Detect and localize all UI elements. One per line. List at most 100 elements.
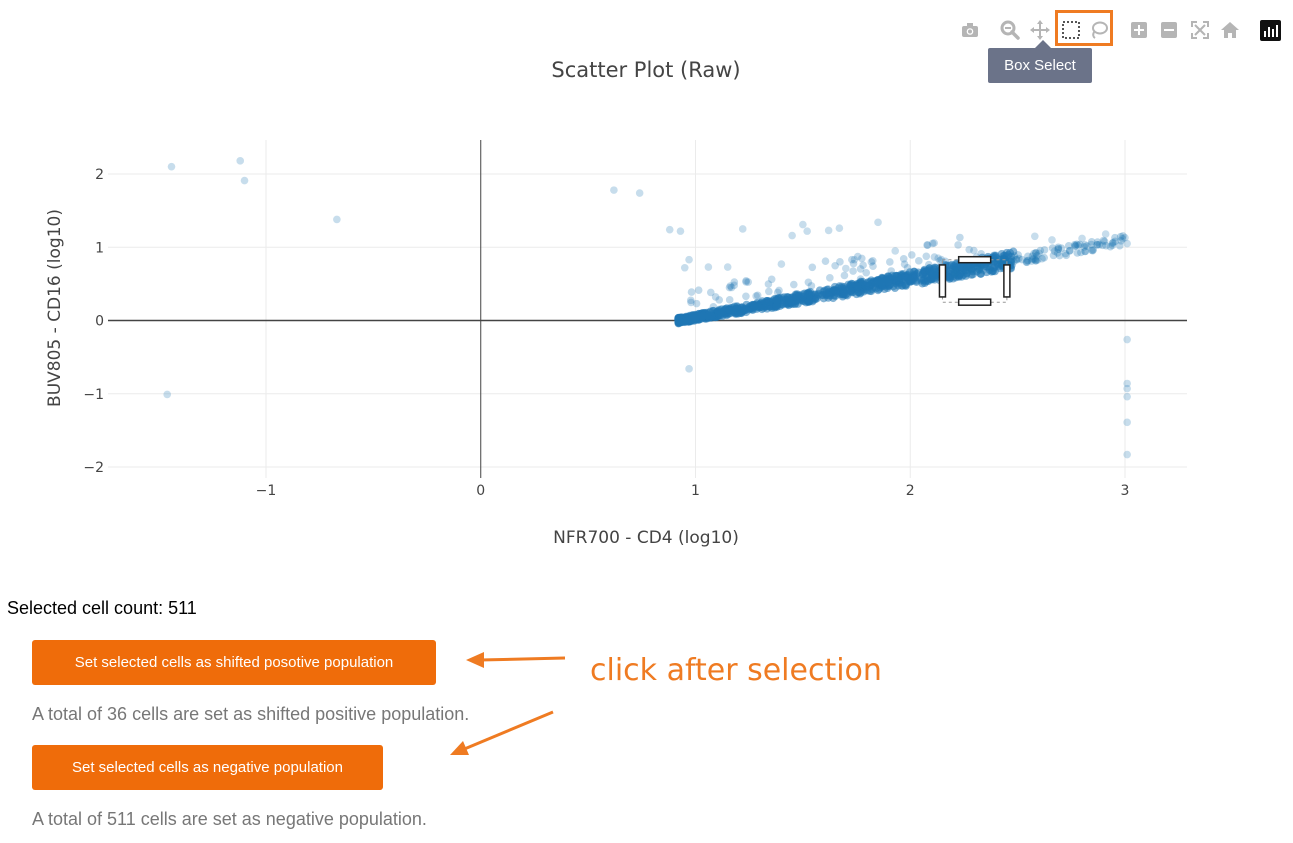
x-axis-label: NFR700 - CD4 (log10) bbox=[553, 528, 739, 548]
scatter-point bbox=[1109, 238, 1117, 247]
scatter-point bbox=[706, 288, 715, 297]
scatter-point bbox=[764, 297, 773, 306]
scatter-point bbox=[998, 254, 1006, 263]
reset-axes-icon[interactable] bbox=[1217, 16, 1243, 44]
scatter-point bbox=[1106, 242, 1115, 251]
scatter-point bbox=[963, 263, 972, 271]
scatter-point bbox=[1015, 254, 1023, 263]
scatter-point bbox=[974, 265, 983, 273]
scatter-point bbox=[236, 157, 245, 165]
scatter-point bbox=[775, 286, 783, 295]
lasso-select-icon[interactable] bbox=[1086, 16, 1112, 44]
scatter-point bbox=[1002, 258, 1011, 266]
scatter-point bbox=[1032, 248, 1040, 257]
scatter-point bbox=[999, 255, 1008, 263]
scatter-point bbox=[1118, 234, 1127, 243]
selection-handle[interactable] bbox=[938, 264, 947, 298]
arrow-to-shifted-button bbox=[466, 652, 566, 668]
scatter-point bbox=[1081, 247, 1090, 256]
selection-handle[interactable] bbox=[957, 298, 992, 306]
scatter-point bbox=[804, 291, 813, 300]
selection-handle[interactable] bbox=[1003, 264, 1011, 298]
scatter-point bbox=[835, 224, 844, 233]
scatter-point bbox=[610, 186, 618, 194]
plotly-logo[interactable] bbox=[1260, 20, 1281, 41]
scatter-point bbox=[1007, 258, 1016, 266]
scatter-point bbox=[977, 261, 986, 270]
scatter-point bbox=[1073, 240, 1081, 249]
box-select-highlight bbox=[1055, 10, 1113, 46]
scatter-plot[interactable]: −1 0 1 2 3 −2 −1 0 1 2 Scatter Plot (Raw) NFR700 … bbox=[0, 0, 1293, 580]
autoscale-icon[interactable] bbox=[1187, 16, 1213, 44]
annotation-text: click after selection bbox=[590, 653, 882, 688]
box-select-icon[interactable] bbox=[1058, 16, 1084, 44]
scatter-point bbox=[837, 282, 846, 291]
scatter-point bbox=[1070, 240, 1079, 249]
camera-icon[interactable] bbox=[957, 16, 983, 44]
scatter-point bbox=[1002, 252, 1011, 261]
scatter-point bbox=[951, 268, 960, 276]
scatter-point bbox=[1089, 246, 1098, 254]
scatter-point bbox=[986, 262, 995, 271]
scatter-point bbox=[996, 260, 1005, 269]
scatter-point bbox=[1108, 239, 1117, 248]
scatter-point bbox=[798, 292, 807, 301]
zoom-in-icon[interactable] bbox=[1126, 16, 1152, 44]
scatter-point bbox=[726, 282, 735, 290]
scatter-point bbox=[957, 272, 966, 281]
scatter-point bbox=[898, 281, 907, 290]
scatter-point bbox=[1027, 257, 1036, 265]
plot-modebar bbox=[955, 10, 1285, 46]
scatter-point bbox=[703, 311, 712, 320]
scatter-point bbox=[1028, 255, 1037, 263]
scatter-point bbox=[1074, 241, 1082, 250]
pan-icon[interactable] bbox=[1027, 16, 1053, 44]
scatter-point bbox=[738, 225, 747, 233]
plot-svg[interactable]: −1 0 1 2 3 −2 −1 0 1 2 Scatter Plot (Raw) NFR700 … bbox=[0, 0, 1293, 580]
zoom-icon[interactable] bbox=[997, 16, 1023, 44]
scatter-point bbox=[767, 275, 776, 284]
scatter-point bbox=[1014, 251, 1022, 259]
scatter-point bbox=[1040, 253, 1048, 262]
scatter-point bbox=[1030, 249, 1038, 258]
scatter-point bbox=[946, 274, 955, 283]
zoom-out-icon[interactable] bbox=[1156, 16, 1182, 44]
scatter-point bbox=[680, 263, 689, 272]
scatter-point bbox=[970, 246, 978, 255]
scatter-point bbox=[1035, 249, 1043, 258]
selection-handle[interactable] bbox=[957, 255, 992, 264]
scatter-point bbox=[765, 287, 773, 296]
scatter-point bbox=[665, 225, 674, 234]
scatter-point bbox=[753, 291, 762, 300]
scatter-point bbox=[709, 302, 718, 311]
set-negative-button[interactable]: Set selected cells as negative populatio… bbox=[32, 745, 383, 790]
scatter-point bbox=[1064, 242, 1073, 250]
negative-note: A total of 511 cells are set as negative… bbox=[32, 809, 427, 829]
scatter-point bbox=[869, 262, 877, 271]
scatter-point bbox=[846, 280, 855, 289]
scatter-point bbox=[853, 252, 862, 261]
scatter-point bbox=[1055, 251, 1064, 260]
scatter-point bbox=[784, 293, 793, 302]
scatter-point bbox=[1048, 244, 1057, 252]
scatter-point bbox=[842, 264, 850, 273]
scatter-point bbox=[1061, 249, 1070, 258]
scatter-point bbox=[742, 278, 750, 286]
scatter-point bbox=[715, 296, 724, 304]
scatter-point bbox=[1031, 255, 1040, 264]
scatter-point bbox=[975, 265, 984, 274]
y-tick-label: 0 bbox=[95, 314, 104, 330]
scatter-point bbox=[887, 271, 896, 280]
scatter-point bbox=[1108, 241, 1117, 250]
y-tick-label: 2 bbox=[95, 167, 104, 183]
scatter-point bbox=[903, 264, 912, 272]
scatter-point bbox=[635, 189, 644, 197]
scatter-point bbox=[930, 253, 939, 261]
scatter-point bbox=[694, 286, 703, 294]
scatter-point bbox=[1098, 241, 1107, 250]
scatter-point bbox=[814, 289, 823, 298]
scatter-point bbox=[1031, 257, 1040, 265]
scatter-point bbox=[686, 296, 695, 305]
scatter-point bbox=[1023, 258, 1031, 267]
set-shifted-positive-button[interactable]: Set selected cells as shifted posotive p… bbox=[32, 640, 436, 685]
